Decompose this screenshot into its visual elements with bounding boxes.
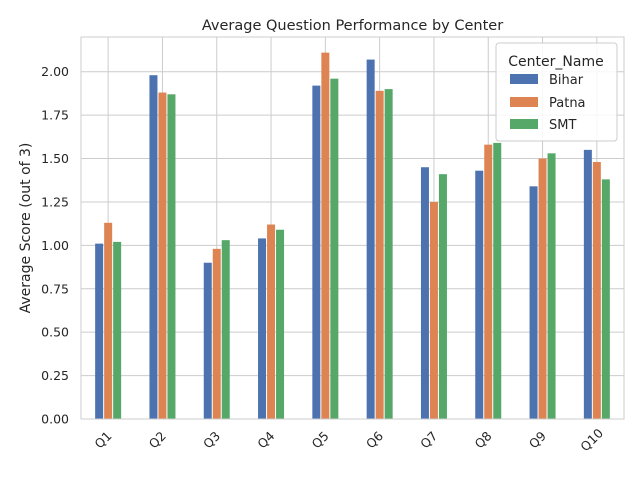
legend: Center_Name Bihar Patna SMT bbox=[495, 42, 618, 142]
bar-bihar-q3 bbox=[203, 262, 212, 419]
bar-smt-q2 bbox=[167, 94, 176, 420]
bar-bihar-q2 bbox=[149, 75, 158, 419]
y-tick-label: 0.75 bbox=[41, 281, 69, 296]
y-tick-label: 0.50 bbox=[41, 325, 69, 340]
bar-bihar-q1 bbox=[95, 243, 104, 419]
chart-title: Average Question Performance by Center bbox=[202, 18, 503, 34]
bar-patna-q1 bbox=[104, 222, 113, 419]
bar-smt-q8 bbox=[493, 142, 502, 419]
y-tick-label: 2.00 bbox=[41, 64, 69, 79]
bar-patna-q8 bbox=[484, 144, 493, 419]
bar-bihar-q4 bbox=[258, 238, 267, 419]
bar-patna-q10 bbox=[592, 162, 601, 419]
bar-patna-q6 bbox=[375, 90, 384, 419]
bar-smt-q7 bbox=[438, 174, 447, 419]
legend-swatch-bihar bbox=[510, 74, 538, 84]
legend-label-bihar: Bihar bbox=[549, 73, 584, 88]
y-tick-label: 1.75 bbox=[41, 108, 69, 123]
bar-smt-q4 bbox=[276, 229, 285, 419]
legend-swatch-patna bbox=[510, 97, 538, 107]
bar-patna-q3 bbox=[212, 248, 221, 419]
bar-patna-q2 bbox=[158, 92, 167, 420]
bar-bihar-q8 bbox=[475, 170, 484, 419]
bar-bihar-q10 bbox=[583, 149, 592, 419]
bar-bihar-q6 bbox=[366, 59, 375, 420]
plot-frame bbox=[80, 36, 625, 420]
legend-title: Center_Name bbox=[508, 54, 603, 70]
bar-bihar-q7 bbox=[420, 167, 429, 419]
legend-swatch-smt bbox=[510, 119, 538, 129]
bar-smt-q3 bbox=[221, 240, 230, 419]
legend-label-smt: SMT bbox=[549, 118, 576, 133]
bars bbox=[95, 52, 610, 420]
y-tick-label: 0.25 bbox=[41, 368, 69, 383]
bar-patna-q5 bbox=[321, 52, 330, 420]
y-tick-label: 1.00 bbox=[41, 238, 69, 253]
legend-label-patna: Patna bbox=[549, 96, 586, 111]
bar-patna-q4 bbox=[267, 224, 276, 419]
y-tick-labels: 0.00 0.25 0.50 0.75 1.00 1.25 1.50 1.75 2.00 bbox=[41, 64, 69, 426]
bar-bihar-q5 bbox=[312, 85, 321, 420]
bar-patna-q9 bbox=[538, 158, 547, 419]
y-axis-label: Average Score (out of 3) bbox=[18, 143, 34, 314]
bar-smt-q6 bbox=[384, 89, 393, 419]
y-tick-label: 0.00 bbox=[41, 412, 69, 427]
bar-smt-q10 bbox=[601, 179, 610, 419]
bar-patna-q7 bbox=[429, 201, 438, 419]
bar-smt-q9 bbox=[547, 153, 556, 419]
bar-bihar-q9 bbox=[529, 186, 538, 419]
legend-box bbox=[495, 42, 618, 142]
bar-smt-q5 bbox=[330, 78, 339, 419]
y-tick-label: 1.50 bbox=[41, 151, 69, 166]
y-tick-label: 1.25 bbox=[41, 194, 69, 209]
bar-smt-q1 bbox=[113, 241, 122, 419]
